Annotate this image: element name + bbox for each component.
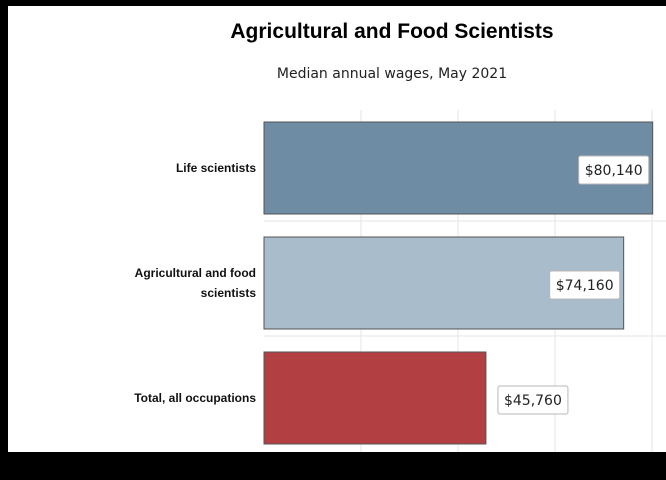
chart-subtitle: Median annual wages, May 2021 bbox=[276, 66, 508, 82]
data-label: $74,160 bbox=[556, 278, 614, 294]
chart-frame: Agricultural and Food Scientists Median … bbox=[8, 6, 666, 452]
data-label-box bbox=[578, 155, 650, 185]
chart-title: Agricultural and Food Scientists bbox=[230, 20, 554, 43]
chart-plot-area: Life scientists $80,140 Agricultural and f… bbox=[134, 110, 666, 452]
data-label: $80,140 bbox=[585, 163, 643, 179]
data-label: $45,760 bbox=[504, 393, 562, 409]
category-label: Life scientists bbox=[176, 161, 256, 175]
data-label-box bbox=[497, 385, 569, 415]
category-label: Total, all occupations bbox=[134, 391, 256, 405]
category-label: scientists bbox=[201, 286, 257, 300]
category-label: Agricultural and food bbox=[135, 266, 256, 280]
bar bbox=[263, 351, 487, 445]
data-label-box bbox=[549, 270, 621, 300]
